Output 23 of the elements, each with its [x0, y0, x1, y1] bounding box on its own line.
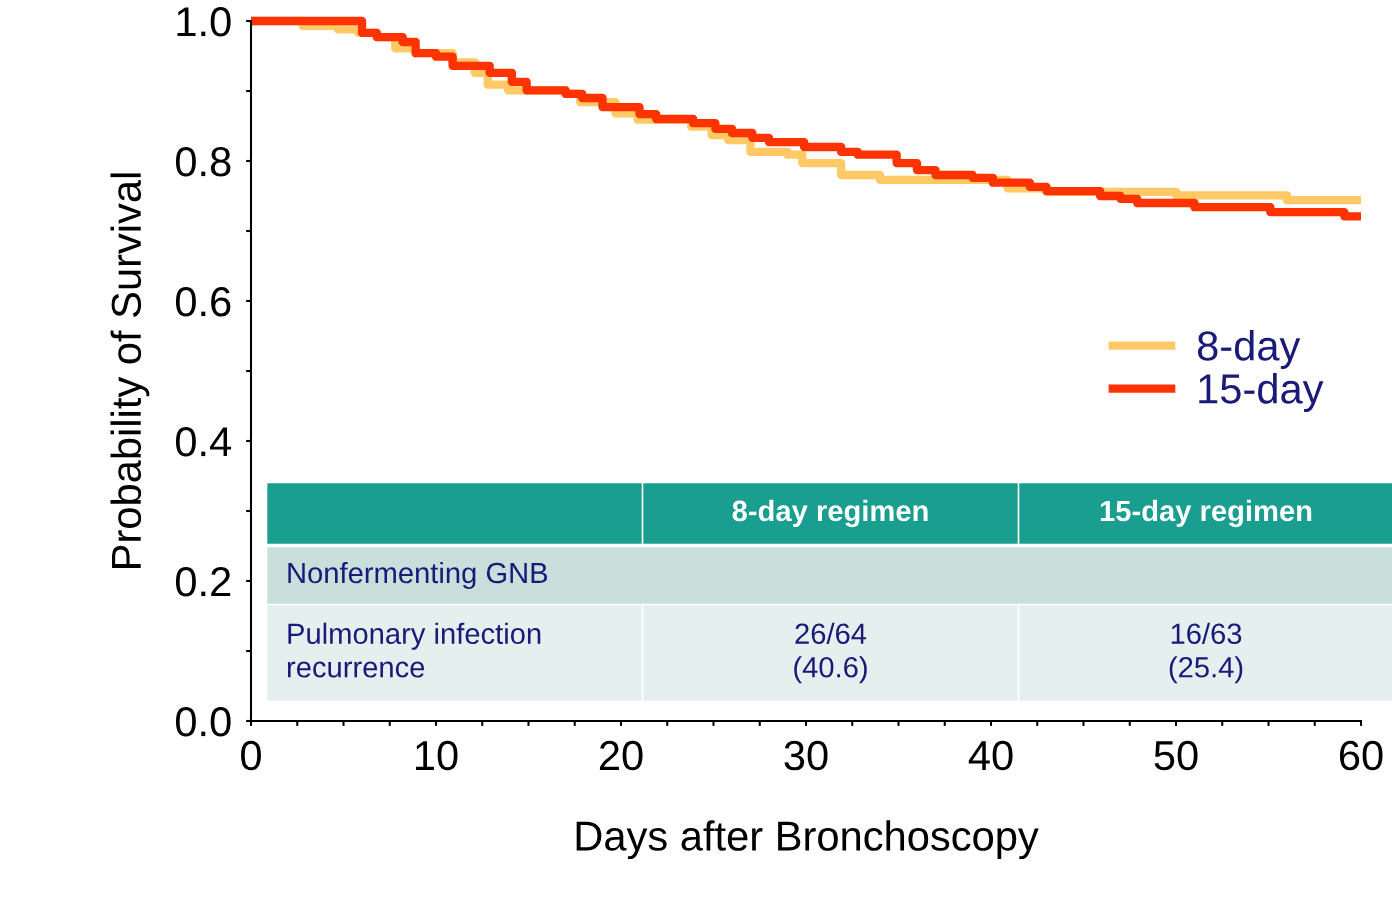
- x-tick-label: 40: [968, 740, 1013, 771]
- x-axis-title: Days after Bronchoscopy: [576, 820, 1039, 860]
- x-tick-label: 50: [1154, 740, 1198, 771]
- annotation: 26/64 (40.6): [794, 622, 867, 684]
- y-tick-label: 0.4: [175, 427, 232, 457]
- y-tick-label: 0.0: [175, 707, 231, 737]
- y-tick-label: 0.6: [175, 287, 231, 317]
- y-tick-label: 0.2: [175, 567, 231, 597]
- x-tick-label: 20: [599, 740, 643, 771]
- x-tick-label: 30: [784, 740, 828, 771]
- annotation: 16/63 (25.4): [1169, 622, 1243, 684]
- y-axis-title: Probability of Survival: [110, 173, 150, 568]
- x-tick-label: 60: [1339, 740, 1383, 771]
- annotation: 15-day regimen: [1100, 499, 1312, 528]
- x-tick-label: 0: [241, 740, 261, 771]
- annotation: 8-day regimen: [732, 499, 928, 528]
- annotation: Pulmonary infection recurrence: [287, 622, 541, 678]
- legend-label: 8-day: [1197, 330, 1301, 369]
- legend-label: 15-day: [1199, 373, 1324, 412]
- annotation: Nonfermenting GNB: [288, 561, 548, 590]
- y-tick-label: 1.0: [177, 7, 231, 37]
- y-tick-label: 0.8: [175, 147, 231, 177]
- x-tick-label: 10: [416, 740, 458, 771]
